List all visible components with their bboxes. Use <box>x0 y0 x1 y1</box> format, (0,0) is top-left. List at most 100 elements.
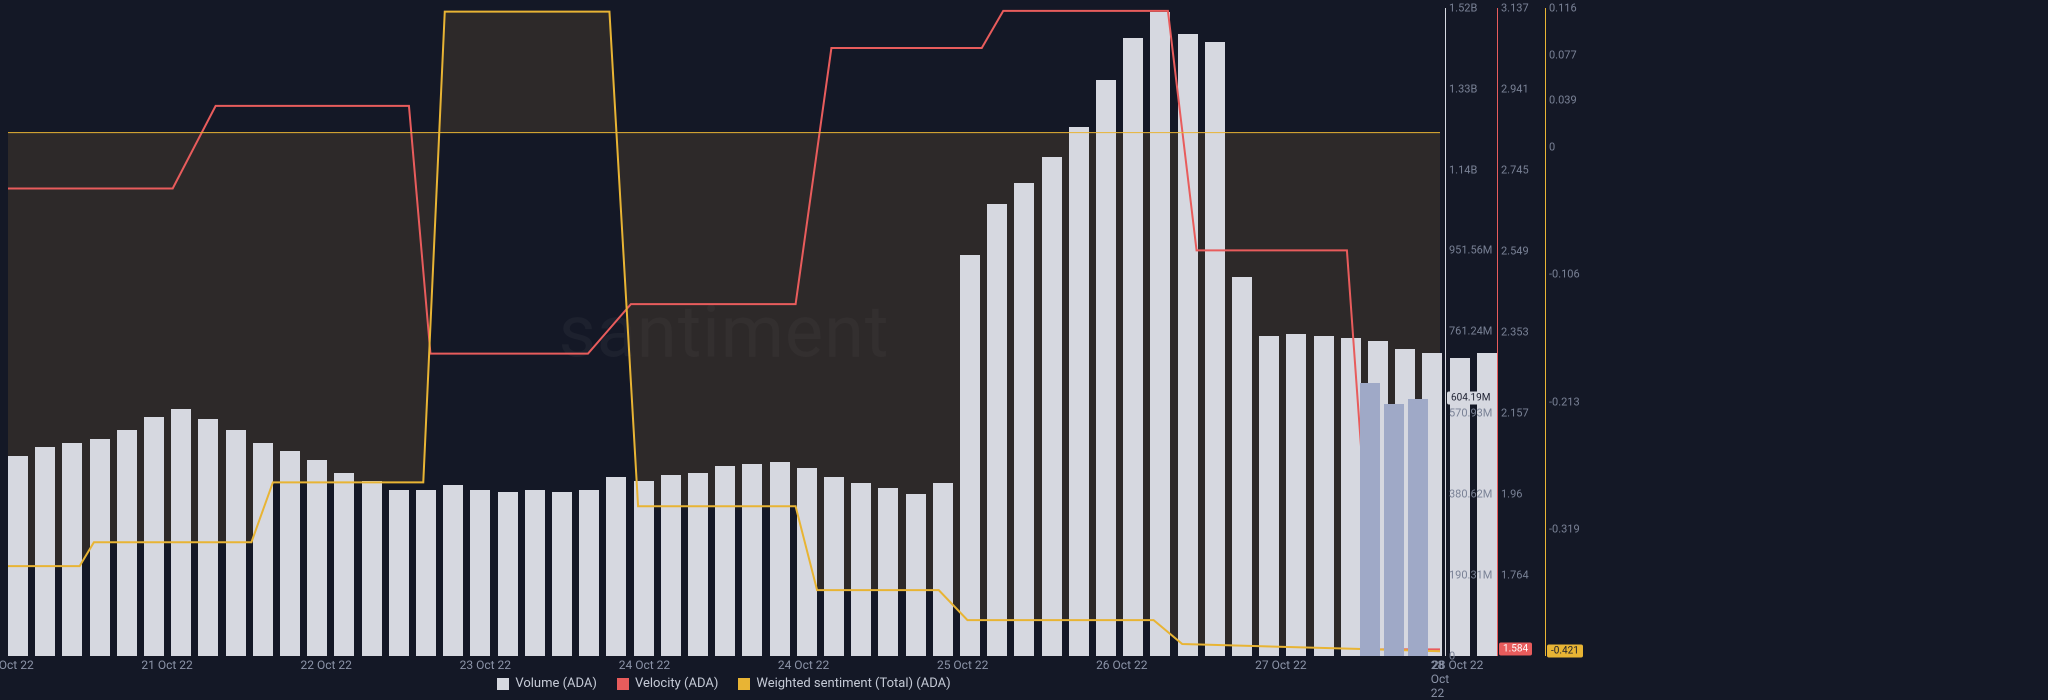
y-tick-sentiment: -0.319 <box>1549 523 1580 536</box>
y-axis-velocity: 1.7641.962.1572.3532.5492.7452.9413.1371… <box>1497 8 1547 656</box>
y-tick-velocity: 2.549 <box>1501 244 1529 257</box>
volume-bar[interactable] <box>144 417 164 656</box>
y-tick-volume: 570.93M <box>1449 406 1492 419</box>
x-tick: 26 Oct 22 <box>1096 658 1147 672</box>
y-tick-sentiment: 0.077 <box>1549 48 1577 61</box>
volume-bar[interactable] <box>851 483 871 656</box>
volume-bar[interactable] <box>62 443 82 656</box>
volume-bar[interactable] <box>987 204 1007 656</box>
volume-bar[interactable] <box>715 466 735 656</box>
y-tick-volume: 1.52B <box>1449 2 1477 15</box>
volume-bar[interactable] <box>443 485 463 656</box>
volume-bar[interactable] <box>389 490 409 656</box>
y-tick-velocity: 1.764 <box>1501 569 1529 582</box>
legend-item[interactable]: Volume (ADA) <box>497 676 597 691</box>
volume-bar[interactable] <box>1259 336 1279 656</box>
volume-bar[interactable] <box>933 483 953 656</box>
volume-bar[interactable] <box>770 462 790 656</box>
x-tick: 27 Oct 22 <box>1255 658 1306 672</box>
volume-bar[interactable] <box>1341 338 1361 656</box>
volume-bar[interactable] <box>8 456 28 656</box>
legend-swatch <box>617 678 629 690</box>
y-tick-sentiment: 0 <box>1549 140 1555 153</box>
x-tick: 22 Oct 22 <box>301 658 352 672</box>
volume-bar[interactable] <box>1314 336 1334 656</box>
volume-bar[interactable] <box>1014 183 1034 656</box>
x-tick: 23 Oct 22 <box>460 658 511 672</box>
legend-label: Velocity (ADA) <box>635 676 718 691</box>
x-tick: 21 Oct 22 <box>141 658 192 672</box>
volume-bar[interactable] <box>906 494 926 656</box>
volume-bar[interactable] <box>362 481 382 656</box>
y-axis-volume: 0190.31M380.62M570.93M761.24M951.56M1.14… <box>1445 8 1495 656</box>
volume-bar[interactable] <box>1069 127 1089 656</box>
legend-label: Volume (ADA) <box>515 676 597 691</box>
volume-bar[interactable] <box>416 490 436 656</box>
y-tick-volume: 380.62M <box>1449 487 1492 500</box>
volume-bar[interactable] <box>253 443 273 656</box>
y-tick-volume: 1.14B <box>1449 164 1477 177</box>
volume-bar[interactable] <box>579 490 599 656</box>
volume-bar[interactable] <box>1178 34 1198 656</box>
volume-bar[interactable] <box>688 473 708 656</box>
volume-bar-recent[interactable] <box>1384 404 1404 656</box>
volume-bar[interactable] <box>470 490 490 656</box>
y-axis-sentiment: -0.319-0.213-0.10600.0390.0770.116-0.421 <box>1545 8 1595 656</box>
y-tick-volume: 761.24M <box>1449 325 1492 338</box>
volume-bar[interactable] <box>1096 80 1116 656</box>
volume-bar[interactable] <box>198 419 218 656</box>
volume-bar[interactable] <box>1123 38 1143 656</box>
volume-bar[interactable] <box>878 488 898 656</box>
x-axis: 20 Oct 2221 Oct 2222 Oct 2223 Oct 2224 O… <box>8 658 1440 674</box>
volume-bar[interactable] <box>90 439 110 656</box>
volume-bar[interactable] <box>307 460 327 656</box>
y-tick-sentiment: 0.039 <box>1549 94 1577 107</box>
volume-bar[interactable] <box>606 477 626 656</box>
y-tick-velocity: 1.96 <box>1501 488 1522 501</box>
volume-bar[interactable] <box>797 468 817 656</box>
volume-bar[interactable] <box>1232 277 1252 656</box>
volume-bar[interactable] <box>1286 334 1306 656</box>
volume-bar[interactable] <box>824 477 844 656</box>
volume-bar[interactable] <box>525 490 545 656</box>
legend-swatch <box>738 678 750 690</box>
volume-bar[interactable] <box>226 430 246 656</box>
x-tick: 25 Oct 22 <box>937 658 988 672</box>
y-tick-velocity: 2.941 <box>1501 82 1529 95</box>
plot-area[interactable]: santiment <box>8 8 1440 656</box>
volume-bar[interactable] <box>1205 42 1225 656</box>
legend-item[interactable]: Velocity (ADA) <box>617 676 718 691</box>
y-tick-volume: 1.33B <box>1449 83 1477 96</box>
chart-container: santiment 20 Oct 2221 Oct 2222 Oct 2223 … <box>0 0 2048 693</box>
x-axis-far-label: 28 Oct 22 <box>1432 658 1483 672</box>
volume-bar[interactable] <box>960 255 980 656</box>
volume-bar[interactable] <box>280 451 300 656</box>
volume-current-badge: 604.19M <box>1447 392 1494 405</box>
y-tick-volume: 190.31M <box>1449 568 1492 581</box>
y-tick-velocity: 2.353 <box>1501 325 1529 338</box>
velocity-current-badge: 1.584 <box>1499 643 1532 656</box>
legend-swatch <box>497 678 509 690</box>
volume-bar[interactable] <box>117 430 137 656</box>
y-tick-sentiment: -0.213 <box>1549 396 1580 409</box>
volume-bar[interactable] <box>1042 157 1062 656</box>
y-tick-velocity: 2.745 <box>1501 163 1529 176</box>
legend-item[interactable]: Weighted sentiment (Total) (ADA) <box>738 676 950 691</box>
x-tick: 24 Oct 22 <box>619 658 670 672</box>
volume-bar-recent[interactable] <box>1360 383 1380 656</box>
x-tick: 24 Oct 22 <box>778 658 829 672</box>
y-tick-sentiment: 0.116 <box>1549 2 1577 15</box>
volume-bar[interactable] <box>334 473 354 656</box>
sentiment-current-badge: -0.421 <box>1547 645 1583 658</box>
volume-bar[interactable] <box>634 481 654 656</box>
legend: Volume (ADA) Velocity (ADA) Weighted senti… <box>8 676 1440 694</box>
volume-bar[interactable] <box>742 464 762 656</box>
volume-bar-recent[interactable] <box>1408 399 1428 656</box>
volume-bar[interactable] <box>35 447 55 656</box>
volume-bar[interactable] <box>498 492 518 656</box>
volume-bar[interactable] <box>552 492 572 656</box>
volume-bar[interactable] <box>171 409 191 656</box>
y-tick-sentiment: -0.106 <box>1549 267 1580 280</box>
volume-bar[interactable] <box>661 475 681 656</box>
volume-bar[interactable] <box>1150 12 1170 656</box>
